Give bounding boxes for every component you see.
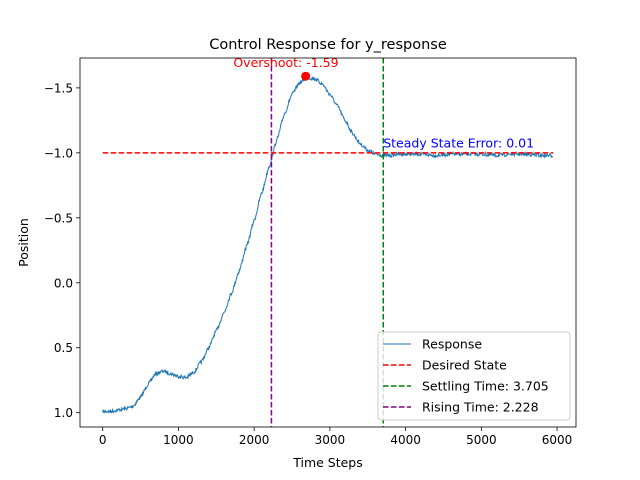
x-tick-label: 1000 bbox=[163, 433, 194, 447]
legend-item-response-label: Response bbox=[422, 337, 482, 352]
x-tick-label: 2000 bbox=[239, 433, 270, 447]
legend-item-desired-state-label: Desired State bbox=[422, 358, 507, 373]
x-axis-label: Time Steps bbox=[292, 455, 363, 470]
legend-item-settling-time-label: Settling Time: 3.705 bbox=[422, 379, 549, 394]
x-tick-label: 3000 bbox=[315, 433, 346, 447]
y-tick-label: −1.0 bbox=[44, 146, 73, 160]
y-tick-label: −1.5 bbox=[44, 81, 73, 95]
legend-box bbox=[377, 331, 571, 421]
overshoot-marker bbox=[301, 71, 311, 81]
x-tick-label: 0 bbox=[99, 433, 107, 447]
x-tick-label: 4000 bbox=[390, 433, 421, 447]
chart-title: Control Response for y_response bbox=[209, 37, 447, 53]
y-tick-label: 0.0 bbox=[54, 276, 73, 290]
y-tick-label: −0.5 bbox=[44, 211, 73, 225]
y-axis-label: Position bbox=[16, 218, 31, 267]
overshoot-annotation: Overshoot: -1.59 bbox=[233, 55, 338, 70]
x-tick-label: 6000 bbox=[542, 433, 573, 447]
steady-state-error-annotation: Steady State Error: 0.01 bbox=[383, 136, 534, 151]
legend-item-rising-time-label: Rising Time: 2.228 bbox=[422, 400, 539, 415]
y-tick-label: 1.0 bbox=[54, 406, 73, 420]
series-response-line bbox=[102, 75, 554, 414]
y-tick-label: 0.5 bbox=[54, 341, 73, 355]
x-tick-label: 5000 bbox=[466, 433, 497, 447]
plot-frame bbox=[79, 57, 577, 428]
